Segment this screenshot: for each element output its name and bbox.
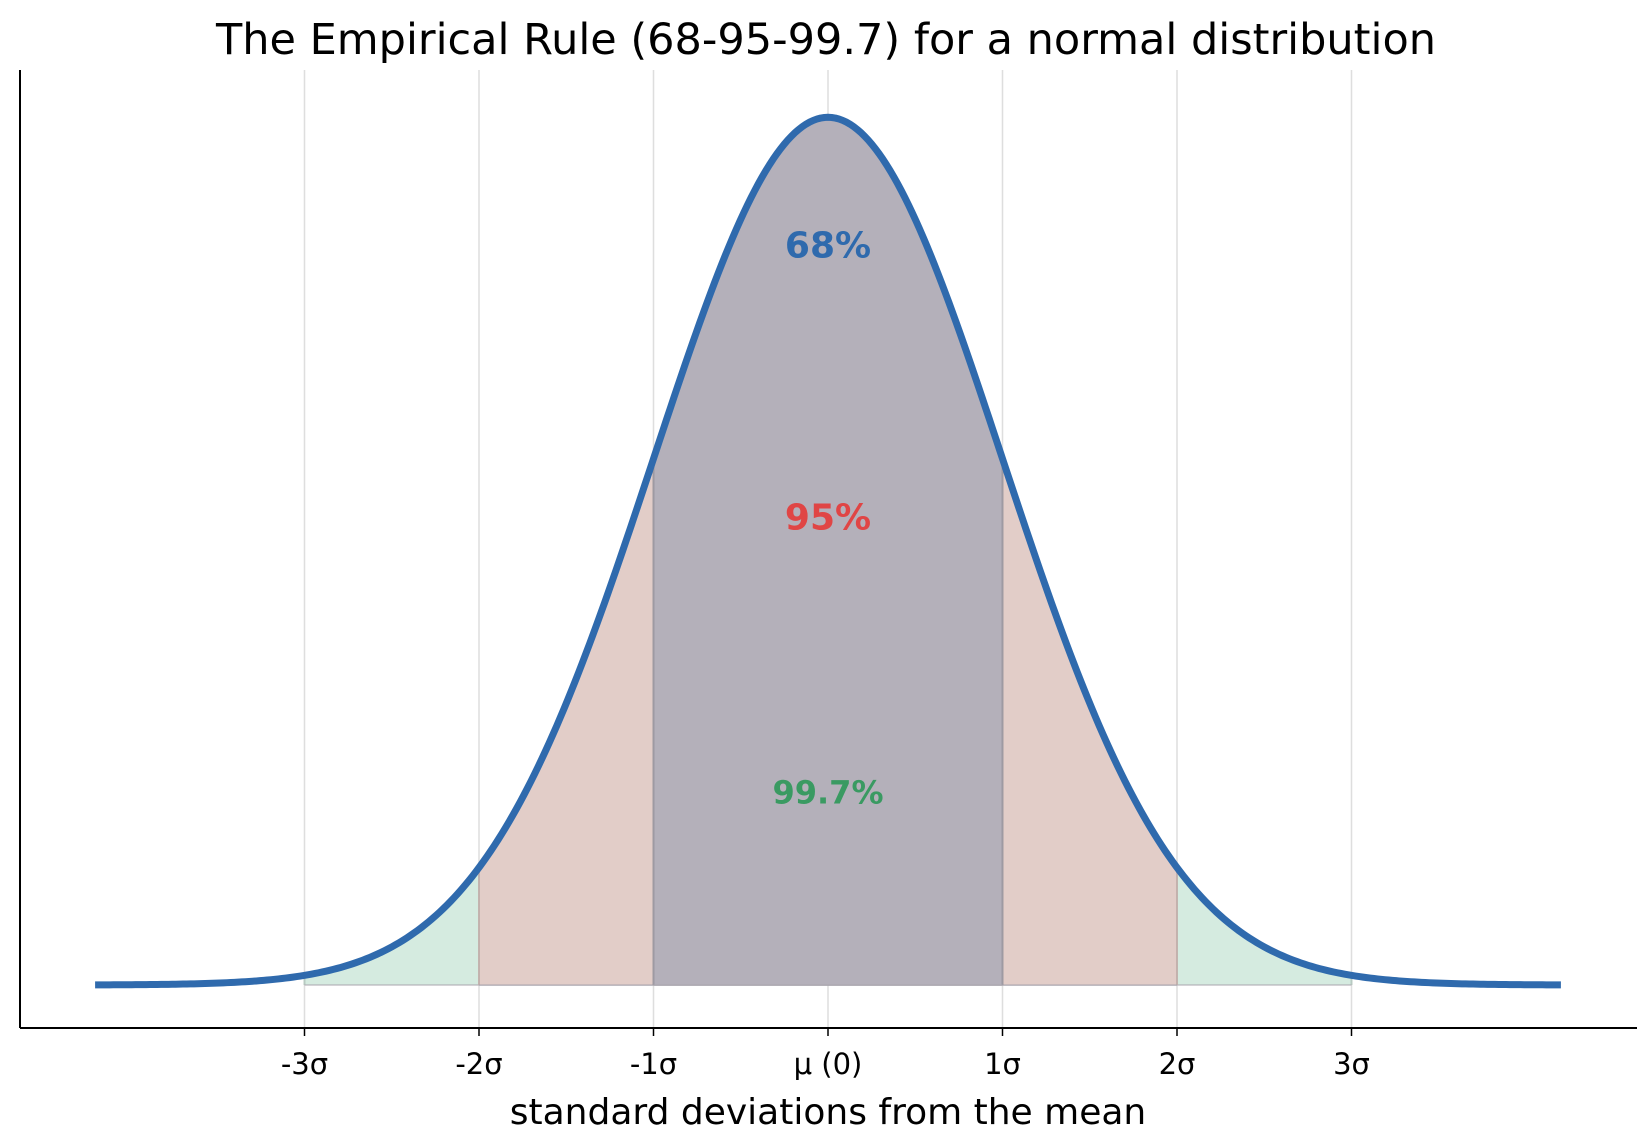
x-tick-label: 3σ: [1333, 1047, 1370, 1081]
chart-title: The Empirical Rule (68-95-99.7) for a no…: [215, 15, 1436, 65]
x-tick-label: 1σ: [984, 1047, 1021, 1081]
x-axis-label: standard deviations from the mean: [510, 1092, 1147, 1133]
normal-curve: [95, 113, 1561, 989]
x-tick-label: -1σ: [630, 1047, 677, 1081]
x-tick-label: μ (0): [794, 1047, 863, 1081]
band-68pct: [653, 117, 1003, 986]
x-ticks: -3σ -2σ -1σ μ (0) 1σ 2σ 3σ: [281, 1028, 1370, 1081]
label-95pct: 95%: [785, 497, 871, 538]
label-99-7pct: 99.7%: [772, 773, 883, 811]
x-tick-label: -3σ: [281, 1047, 328, 1081]
x-tick-label: -2σ: [455, 1047, 502, 1081]
normal-curve-layer: [95, 113, 1561, 989]
percentage-labels: 99.7% 95% 68%: [772, 226, 883, 812]
x-tick-label: 2σ: [1159, 1047, 1196, 1081]
label-68pct: 68%: [785, 226, 871, 267]
shaded-bands: [303, 117, 1353, 986]
